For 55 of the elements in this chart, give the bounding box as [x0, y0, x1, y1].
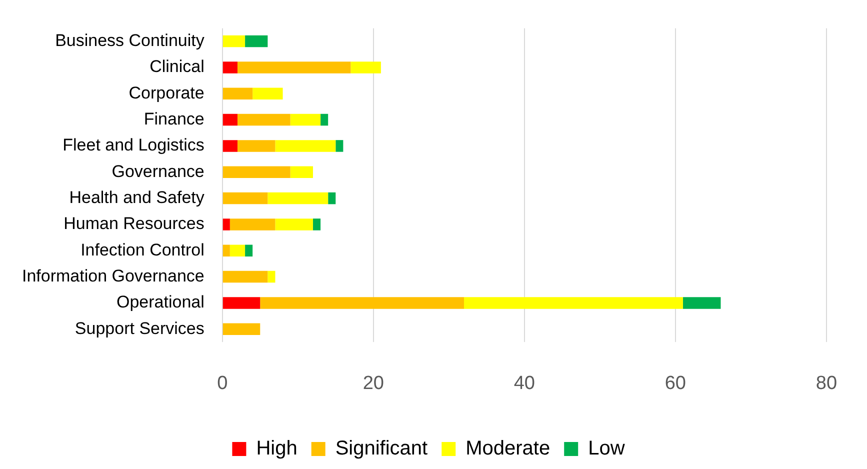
y-tick-label: Infection Control: [80, 240, 204, 260]
bar: [268, 270, 276, 283]
y-tick-label: Health and Safety: [69, 188, 205, 207]
x-tick-label: 0: [217, 372, 228, 394]
bar: [252, 88, 283, 100]
bar: [245, 244, 253, 257]
bar: [222, 35, 246, 48]
bar: [275, 218, 313, 230]
y-tick-label: Operational: [116, 292, 204, 312]
y-tick-label: Clinical: [150, 57, 204, 76]
bar: [222, 297, 260, 309]
bar: [290, 114, 321, 126]
x-tick-label: 40: [514, 372, 535, 394]
bar: [230, 244, 246, 257]
bar: [260, 297, 464, 309]
y-tick-label: Finance: [144, 109, 204, 128]
bar: [312, 218, 321, 230]
legend-label: Moderate: [466, 438, 550, 460]
bar: [290, 166, 313, 178]
bar: [222, 140, 238, 152]
bar: [245, 35, 268, 48]
bar: [222, 323, 260, 336]
bar: [222, 114, 238, 126]
legend-label: Significant: [335, 438, 428, 460]
bar: [222, 270, 268, 283]
bar: [222, 88, 253, 100]
y-tick-label: Fleet and Logistics: [62, 136, 204, 155]
bar: [222, 192, 268, 204]
bar: [230, 218, 276, 230]
bar: [237, 140, 276, 152]
bar: [328, 192, 336, 204]
y-tick-label: Governance: [112, 162, 204, 181]
bar: [222, 244, 230, 257]
y-tick-label: Corporate: [128, 83, 204, 102]
bar: [350, 62, 381, 74]
y-tick-label: Business Continuity: [55, 30, 205, 50]
legend-label: High: [256, 438, 298, 460]
bar: [222, 218, 230, 230]
legend-label: Low: [588, 438, 626, 460]
x-tick-label: 60: [664, 372, 686, 394]
bar: [237, 62, 351, 74]
y-tick-label: Human Resources: [64, 214, 204, 234]
y-tick-label: Information Governance: [22, 266, 204, 286]
bar: [464, 297, 683, 309]
bar: [336, 140, 344, 152]
bar: [320, 114, 328, 126]
bar: [682, 297, 721, 309]
x-tick-label: 20: [362, 372, 384, 394]
bar: [222, 62, 238, 74]
y-tick-label: Support Services: [74, 318, 204, 338]
bar: [222, 166, 290, 178]
x-tick-label: 80: [816, 372, 838, 394]
bar: [268, 192, 328, 204]
bar: [275, 140, 336, 152]
bar: [237, 114, 290, 126]
